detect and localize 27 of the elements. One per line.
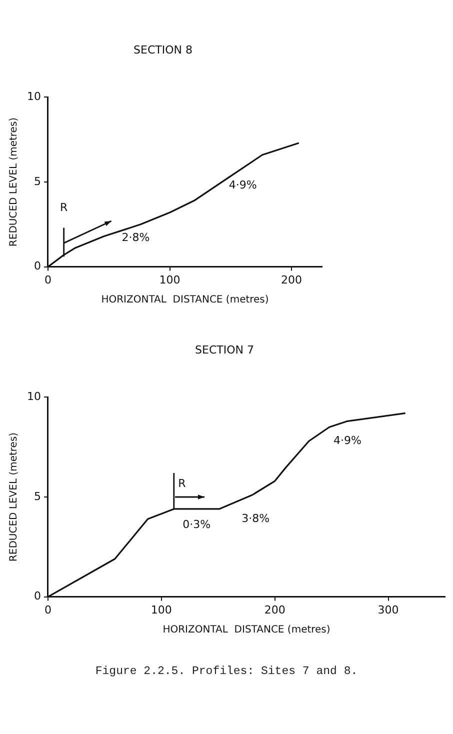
x-tick-label: 300 (378, 603, 399, 616)
annotation: 3·8% (242, 512, 270, 525)
x-tick-label: 200 (281, 273, 302, 286)
x-tick-label: 200 (264, 603, 286, 616)
annotation: R (60, 200, 68, 214)
annotation: 4·9% (333, 434, 362, 447)
y-tick-label: 10 (26, 390, 41, 404)
y-tick-label: 0 (34, 590, 41, 603)
x-axis-title: HORIZONTAL DISTANCE (metres) (162, 624, 330, 636)
annotation: R (178, 476, 186, 490)
y-tick-label: 10 (26, 90, 41, 104)
y-tick-label: 0 (34, 260, 41, 273)
x-tick-label: 0 (44, 603, 52, 616)
x-tick-label: 0 (44, 273, 52, 286)
annotation: 4·9% (228, 178, 257, 192)
y-tick-label: 5 (34, 174, 41, 188)
x-tick-label: 100 (150, 603, 172, 616)
annotation: 0·3% (182, 518, 211, 531)
y-axis-title: REDUCED LEVEL (metres) (8, 117, 20, 247)
chart-title: SECTION 8 (134, 43, 192, 56)
x-tick-label: 100 (159, 273, 180, 286)
chart-title: SECTION 7 (195, 343, 254, 356)
annotation: 2·8% (122, 230, 150, 244)
y-axis-title: REDUCED LEVEL (metres) (8, 432, 20, 562)
y-tick-label: 5 (34, 490, 41, 503)
x-axis-title: HORIZONTAL DISTANCE (metres) (101, 294, 269, 306)
caption: Figure 2.2.5. Profiles: Sites 7 and 8. (94, 665, 359, 678)
